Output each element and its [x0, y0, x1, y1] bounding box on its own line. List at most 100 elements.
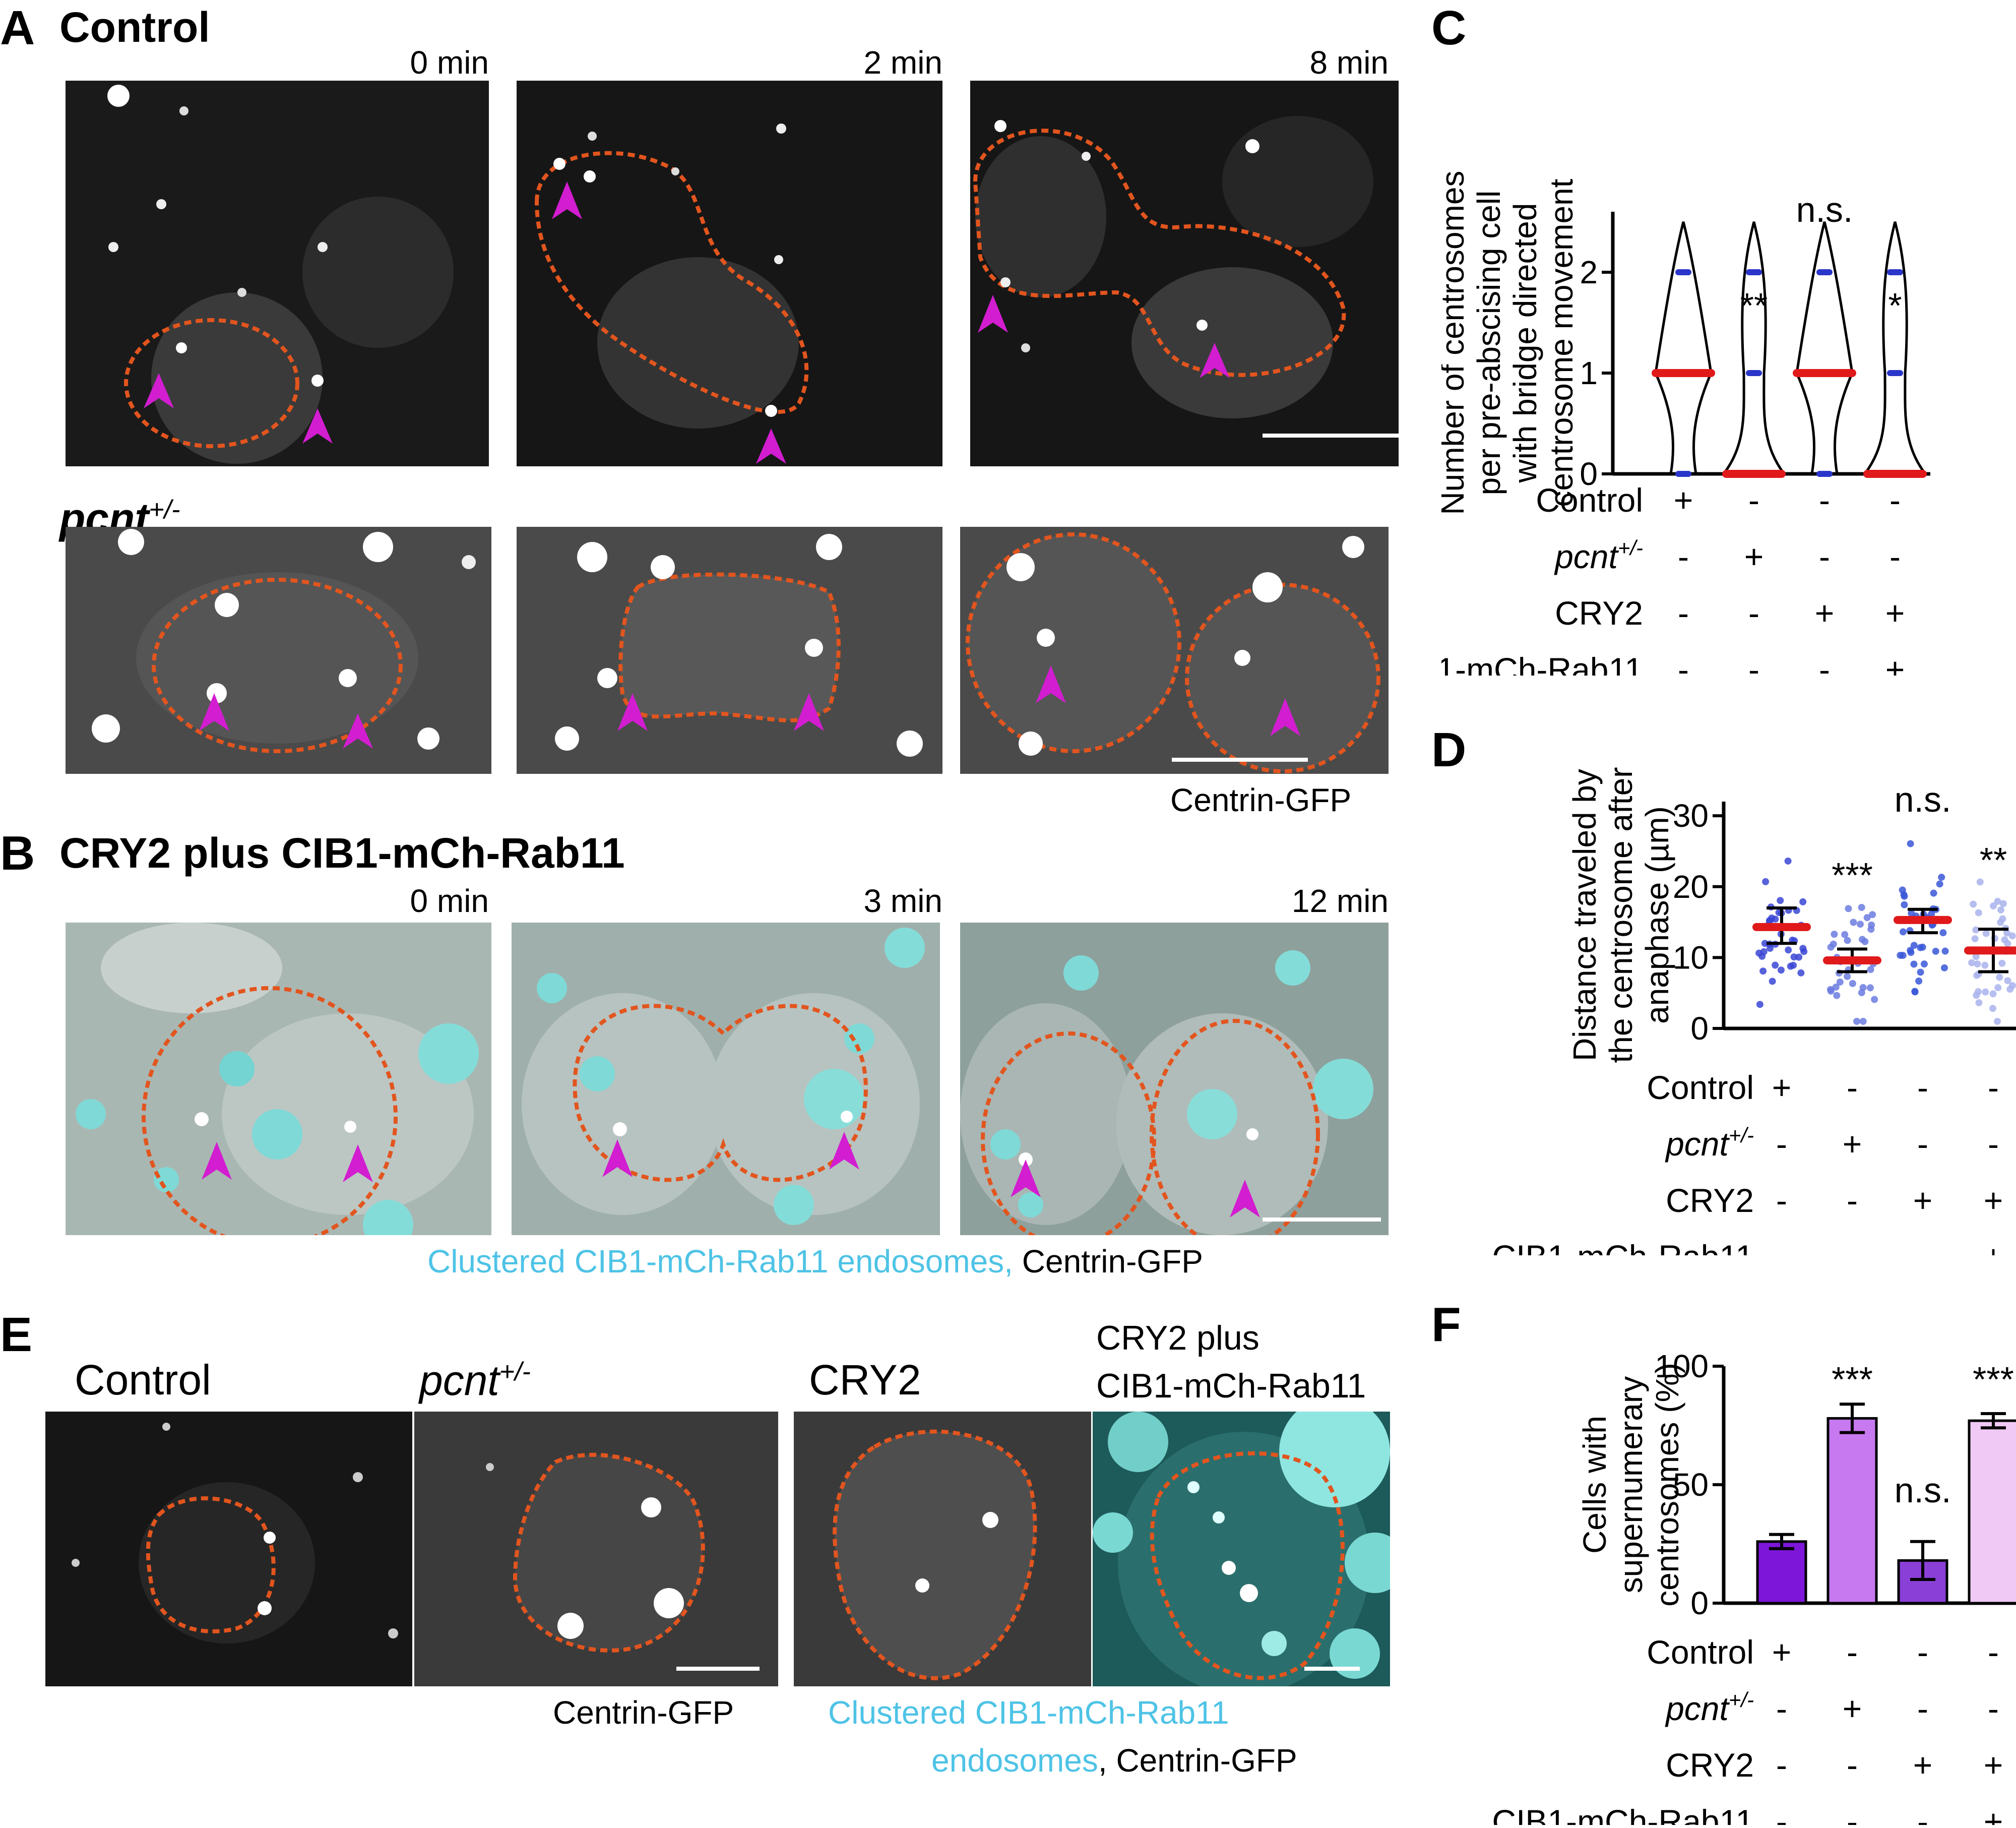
panel-e-label-pcnt: pcnt+/-	[419, 1357, 531, 1404]
scatter-point	[1917, 944, 1924, 951]
condition-row-label: Control	[1647, 1069, 1754, 1106]
scatter-point	[1790, 953, 1798, 961]
y-tick-label: 0	[1690, 1585, 1709, 1621]
scatter-point	[1830, 940, 1837, 948]
condition-sign: -	[1819, 538, 1830, 575]
condition-sign: +	[1885, 594, 1905, 632]
time-label-a3: 8 min	[1309, 44, 1389, 81]
panel-e-caption-left: Centrin-GFP	[553, 1694, 734, 1731]
scatter-point	[1971, 935, 1979, 943]
condition-sign: -	[1917, 1803, 1928, 1825]
scatter-point	[1994, 1017, 2001, 1025]
condition-sign: -	[1748, 651, 1759, 676]
micrograph-e-pcnt	[414, 1412, 778, 1686]
condition-sign: -	[1917, 1238, 1928, 1255]
scatter-point	[1800, 948, 1808, 955]
micrograph-pcnt-8min	[960, 527, 1389, 774]
scatter-point	[1756, 1001, 1763, 1008]
scatter-point	[1841, 931, 1849, 938]
scatter-point	[1858, 903, 1865, 911]
scatter-point	[1785, 946, 1792, 954]
scatter-point	[1989, 990, 1997, 998]
panel-a-caption: Centrin-GFP	[1170, 782, 1352, 818]
scatter-point	[1863, 914, 1871, 922]
scatter-point	[1899, 952, 1907, 959]
condition-row-label: pcnt+/-	[1665, 1123, 1754, 1163]
scatter-point	[1772, 916, 1779, 923]
time-label-b2: 3 min	[863, 883, 943, 919]
condition-sign: -	[1847, 1633, 1858, 1671]
y-axis-label-line: anaphase (µm)	[1639, 806, 1675, 1024]
condition-sign: -	[1776, 1238, 1787, 1255]
y-axis-label-line: Number of centrosomes	[1441, 171, 1471, 515]
scatter-point	[1853, 1017, 1861, 1025]
scatter-point	[1832, 983, 1840, 991]
condition-sign: +	[1772, 1633, 1792, 1671]
y-tick-label: 20	[1673, 869, 1709, 905]
panel-e-label-control: Control	[75, 1356, 211, 1404]
scatter-point	[1930, 889, 1937, 897]
scatter-point	[1973, 971, 1981, 979]
y-tick-label: 50	[1673, 1467, 1709, 1503]
micrograph-pcnt-0min	[66, 527, 491, 774]
condition-row-label: CIB1-mCh-Rab11	[1441, 651, 1643, 676]
condition-sign: +	[1913, 1182, 1933, 1219]
scatter-point	[1831, 931, 1838, 938]
scatter-point	[1936, 880, 1943, 888]
condition-sign: -	[1819, 481, 1830, 519]
condition-sign: +	[1984, 1803, 2003, 1825]
y-axis-label-line: the centrosome after	[1603, 767, 1639, 1063]
condition-row-label: Control	[1536, 481, 1643, 519]
significance-label: **	[1980, 840, 2007, 880]
scatter-point	[1845, 905, 1852, 912]
scatter-point	[2001, 936, 2008, 944]
scatter-point	[1759, 967, 1767, 975]
chart-c: 0 1 2 Number of centrosomes per pre-abscisin…	[1381, 30, 2016, 688]
panel-e-letter: E	[0, 1308, 33, 1362]
bar	[1897, 1559, 1948, 1605]
condition-sign: -	[1678, 538, 1689, 575]
scatter-point	[1910, 942, 1918, 949]
condition-row-label: pcnt+/-	[1554, 536, 1643, 575]
scatter-point	[1784, 857, 1792, 865]
bar	[1756, 1540, 1807, 1605]
scatter-point	[1871, 996, 1878, 1003]
condition-row-label: CRY2	[1666, 1182, 1754, 1219]
panel-f-letter: F	[1431, 1298, 1461, 1352]
y-axis-label-line: per pre-abscising cell	[1471, 191, 1507, 496]
significance-label: n.s.	[1895, 780, 1951, 819]
condition-sign: +	[1984, 1746, 2003, 1784]
scatter-point	[1827, 987, 1835, 995]
scatter-point	[1989, 1005, 1996, 1012]
y-axis-label-line: centrosomes (%)	[1649, 1363, 1685, 1607]
significance-label: ***	[1973, 1360, 2014, 1399]
scatter-point	[1972, 953, 1980, 960]
scatter-point	[1766, 918, 1774, 925]
scatter-point	[1911, 988, 1919, 996]
panel-b-title: CRY2 plus CIB1-mCh-Rab11	[59, 829, 625, 877]
condition-row-label: pcnt+/-	[1665, 1688, 1754, 1727]
condition-sign: -	[1917, 1690, 1928, 1727]
condition-sign: +	[1843, 1125, 1862, 1163]
scatter-point	[1758, 952, 1766, 960]
scatter-point	[1836, 978, 1844, 986]
significance-label: *	[1888, 286, 1902, 325]
scatter-point	[1968, 959, 1976, 966]
condition-sign: -	[1889, 481, 1901, 519]
y-tick-label: 0	[1580, 456, 1598, 492]
scatter-point	[1907, 949, 1915, 956]
micrograph-pcnt-2min	[517, 527, 942, 774]
scatter-point	[1849, 980, 1856, 987]
condition-sign: +	[1815, 594, 1835, 632]
scatter-point	[1982, 988, 1989, 996]
scatter-point	[1762, 878, 1770, 885]
scatter-point	[1994, 984, 2002, 992]
condition-sign: -	[1678, 651, 1689, 676]
scatter-point	[1973, 992, 1980, 999]
scatter-point	[1901, 901, 1908, 908]
scatter-point	[1869, 911, 1876, 919]
scatter-point	[1844, 937, 1851, 944]
scatter-point	[1938, 874, 1945, 881]
scatter-point	[1917, 968, 1924, 976]
scatter-point	[1769, 978, 1776, 985]
